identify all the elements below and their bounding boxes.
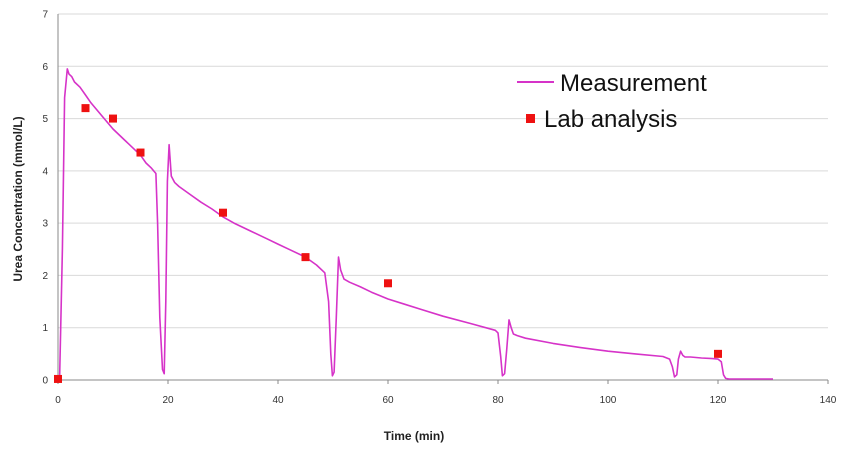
- x-tick-label: 60: [382, 395, 394, 406]
- lab-analysis-point: [109, 114, 117, 123]
- x-tick-labels: 0 20 40 60 80 100 120 140: [55, 380, 837, 406]
- lab-analysis-point: [301, 253, 310, 262]
- y-tick-label: 3: [42, 219, 48, 230]
- legend-measurement-label: Measurement: [560, 70, 707, 97]
- x-tick-label: 140: [820, 395, 837, 406]
- y-tick-label: 4: [42, 166, 48, 177]
- x-tick-label: 20: [162, 395, 174, 406]
- axes: [57, 14, 828, 381]
- x-tick-label: 80: [492, 395, 504, 406]
- x-tick-label: 120: [710, 395, 727, 406]
- gridlines: [58, 13, 828, 329]
- x-tick-label: 40: [272, 395, 284, 406]
- y-tick-label: 2: [42, 271, 48, 282]
- x-axis-title: Time (min): [384, 429, 444, 443]
- x-tick-label: 100: [600, 395, 617, 406]
- lab-analysis-point: [136, 148, 145, 157]
- y-tick-label: 6: [42, 62, 48, 73]
- legend: Measurement Lab analysis: [517, 70, 707, 133]
- lab-analysis-point: [384, 279, 392, 288]
- y-tick-label: 7: [42, 10, 48, 21]
- lab-analysis-point: [714, 349, 722, 358]
- lab-analysis-point: [219, 208, 227, 217]
- legend-lab-analysis-label: Lab analysis: [544, 106, 677, 133]
- y-tick-label: 1: [42, 323, 48, 334]
- legend-lab-analysis-swatch: [526, 114, 535, 123]
- lab-analysis-point: [54, 374, 62, 383]
- lab-analysis-point: [81, 104, 90, 113]
- y-tick-label: 5: [42, 114, 48, 125]
- y-axis-title: Urea Concentration (mmol/L): [11, 116, 25, 281]
- y-tick-label: 0: [42, 376, 48, 387]
- x-tick-label: 0: [55, 395, 61, 406]
- y-tick-labels: 0 1 2 3 4 5 6 7: [42, 10, 48, 387]
- series-points: [54, 104, 722, 383]
